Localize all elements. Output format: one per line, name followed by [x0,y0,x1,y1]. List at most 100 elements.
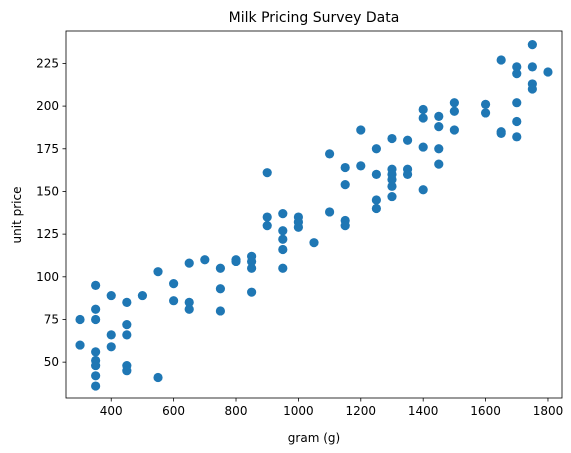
data-point [418,113,428,123]
data-point [262,212,272,222]
y-tick-label: 200 [36,99,59,113]
data-point [371,195,381,205]
data-point [527,84,537,94]
x-tick-label: 1800 [533,404,564,418]
data-point [340,220,350,231]
y-tick-label: 50 [44,355,59,369]
data-point [215,306,226,316]
data-point [262,220,272,231]
data-point [247,263,257,273]
data-point [340,162,350,173]
data-point [418,185,428,195]
x-tick-label: 600 [162,404,185,418]
data-point [169,296,179,306]
y-tick-label: 175 [36,142,59,156]
data-point [543,67,553,77]
data-point [278,263,288,273]
y-tick-label: 225 [36,56,59,70]
y-tick-label: 100 [36,270,59,284]
data-point [231,256,241,267]
data-point [106,342,116,352]
data-point [387,181,397,191]
data-point [215,263,226,273]
data-point [169,279,179,289]
data-point [75,314,85,325]
data-point [293,222,304,232]
data-point [418,142,428,152]
data-point [324,149,335,159]
data-point [200,255,210,265]
y-axis-label: unit price [10,187,24,244]
data-point [309,238,319,248]
data-point [449,106,459,116]
data-point [480,108,491,118]
data-point [480,99,491,109]
data-point [449,125,459,135]
data-point [449,98,459,108]
data-point [340,180,350,190]
x-tick-label: 1200 [346,404,377,418]
y-tick-label: 150 [36,184,59,198]
data-point [122,330,132,340]
data-point [496,55,506,65]
data-point [278,226,288,236]
data-point [527,62,537,72]
data-point [527,40,537,50]
data-point [278,244,288,255]
data-point [434,144,444,154]
data-point [402,169,413,179]
data-point [122,297,132,308]
y-tick-label: 125 [36,227,59,241]
data-point [75,340,85,350]
x-tick-label: 1000 [283,404,314,418]
data-point [137,290,148,301]
x-tick-label: 800 [225,404,248,418]
data-point [262,168,272,178]
data-point [512,69,522,79]
axis-ticks: 400 600 800 1000 1200 1400 1600 1800 50 75 100 125 1… [36,56,563,418]
data-point [91,304,101,314]
data-point [91,371,101,381]
x-tick-label: 1400 [408,404,439,418]
data-point [91,314,101,325]
data-point [106,330,116,340]
data-point [512,132,522,142]
data-point [106,290,116,301]
data-point [356,125,366,135]
data-point [496,128,506,139]
data-point [512,116,522,127]
data-point [247,256,257,267]
data-point [215,284,226,294]
data-point [434,159,444,169]
data-point [184,258,194,268]
data-point [278,209,288,219]
data-point [247,287,257,297]
x-tick-label: 1600 [470,404,501,418]
plot-frame [65,30,563,399]
x-axis-label: gram (g) [288,431,340,445]
x-tick-label: 400 [100,404,123,418]
data-point [356,161,366,171]
data-point [434,111,444,121]
data-point [153,267,163,277]
data-point [122,366,132,376]
data-point [122,320,132,330]
data-point [91,360,101,371]
data-point [418,104,428,115]
data-point [434,121,444,132]
data-point [91,280,101,290]
data-point [184,304,194,314]
data-point [387,174,397,185]
data-point [184,297,194,308]
data-point [402,135,413,145]
data-point [512,62,522,72]
data-point [387,191,397,202]
data-point [278,234,288,244]
data-point [371,144,381,154]
data-point [153,372,163,383]
data-point [387,133,397,144]
data-point [371,203,381,214]
data-point [91,381,101,391]
